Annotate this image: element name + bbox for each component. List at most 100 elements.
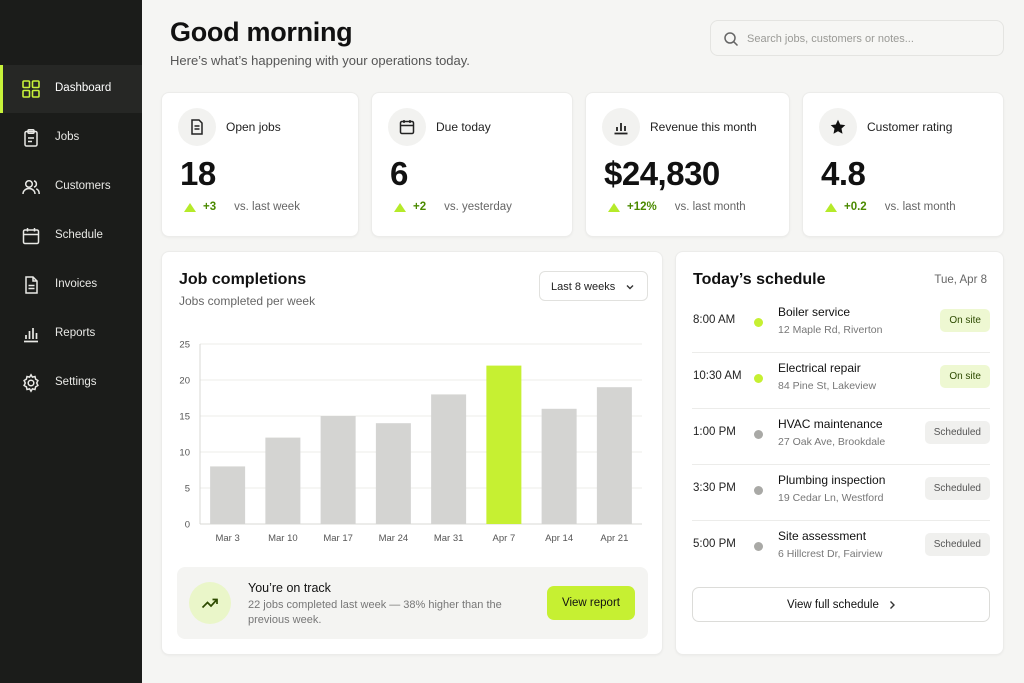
y-tick-label: 25 [179, 340, 190, 351]
on-track-title: You’re on track [248, 581, 331, 595]
schedule-time: 8:00 AM [693, 314, 736, 326]
stat-delta-value: +3 [203, 201, 217, 213]
job-completions-card: Job completions Jobs completed per week … [161, 251, 663, 655]
y-tick-label: 0 [185, 520, 190, 531]
sidebar-item-label: Jobs [55, 131, 80, 143]
status-badge: Scheduled [924, 533, 990, 556]
sidebar-item-label: Invoices [55, 278, 98, 290]
sidebar-item-label: Settings [55, 376, 97, 388]
search-icon [723, 31, 739, 47]
job-name: Site assessment [778, 529, 867, 543]
x-tick-label: Apr 21 [600, 533, 628, 544]
stat-delta: +12% vs. last month [608, 201, 746, 213]
chevron-right-icon [886, 599, 898, 611]
status-dot [754, 486, 763, 495]
schedule-item[interactable]: 8:00 AM Boiler service 12 Maple Rd, Rive… [692, 297, 990, 353]
stat-card-rating: Customer rating 4.8 +0.2 vs. last month [802, 92, 1004, 237]
status-badge: Scheduled [924, 421, 990, 444]
up-arrow-icon [184, 202, 196, 212]
grid-icon [21, 79, 41, 99]
search-bar[interactable] [710, 20, 1004, 56]
x-tick-label: Mar 10 [268, 533, 298, 544]
schedule-item[interactable]: 1:00 PM HVAC maintenance 27 Oak Ave, Bro… [692, 409, 990, 465]
sidebar-item-customers[interactable]: Customers [0, 163, 142, 211]
y-tick-label: 15 [179, 412, 190, 423]
stat-value: 6 [390, 155, 408, 192]
stat-delta-value: +0.2 [844, 201, 867, 213]
sidebar-item-dashboard[interactable]: Dashboard [0, 65, 142, 113]
stat-label: Revenue this month [650, 120, 757, 134]
sidebar: Dashboard Jobs Customers Schedule Invoic… [0, 0, 142, 683]
stat-delta-value: +2 [413, 201, 427, 213]
view-full-schedule-label: View full schedule [787, 599, 879, 611]
job-name: Electrical repair [778, 361, 861, 375]
status-badge: On site [940, 309, 990, 332]
bar [265, 437, 301, 524]
up-arrow-icon [608, 202, 620, 212]
users-icon [21, 177, 41, 197]
sidebar-item-jobs[interactable]: Jobs [0, 114, 142, 162]
bar-highlight [486, 365, 522, 524]
stat-card-open-jobs: Open jobs 18 +3 vs. last week [161, 92, 359, 237]
sidebar-item-settings[interactable]: Settings [0, 359, 142, 407]
stat-delta: +3 vs. last week [184, 201, 300, 213]
document-icon [178, 108, 216, 146]
x-tick-label: Mar 31 [434, 533, 464, 544]
schedule-time: 1:00 PM [693, 426, 736, 438]
sidebar-item-label: Dashboard [55, 82, 112, 94]
chart-title: Job completions [179, 271, 307, 288]
up-arrow-icon [825, 202, 837, 212]
status-dot [754, 542, 763, 551]
view-report-button[interactable]: View report [547, 586, 635, 620]
status-dot [754, 430, 763, 439]
stat-value: $24,830 [604, 155, 720, 192]
schedule-item[interactable]: 3:30 PM Plumbing inspection 19 Cedar Ln,… [692, 465, 990, 521]
y-tick-label: 20 [179, 376, 190, 387]
star-icon [819, 108, 857, 146]
schedule-time: 3:30 PM [693, 482, 736, 494]
job-name: Boiler service [778, 305, 851, 319]
date-range-label: Last 8 weeks [551, 281, 616, 293]
stat-compare: vs. last week [234, 201, 300, 213]
sidebar-item-schedule[interactable]: Schedule [0, 212, 142, 260]
date-range-select[interactable]: Last 8 weeks [539, 271, 648, 301]
up-arrow-icon [394, 202, 406, 212]
sidebar-item-invoices[interactable]: Invoices [0, 261, 142, 309]
status-badge: Scheduled [924, 477, 990, 500]
stat-label: Customer rating [867, 120, 953, 134]
stat-label: Due today [436, 120, 491, 134]
schedule-item[interactable]: 5:00 PM Site assessment 6 Hillcrest Dr, … [692, 521, 990, 577]
sidebar-item-reports[interactable]: Reports [0, 310, 142, 358]
job-name: Plumbing inspection [778, 473, 886, 487]
stat-delta-value: +12% [627, 201, 657, 213]
y-tick-label: 10 [179, 448, 190, 459]
view-full-schedule-button[interactable]: View full schedule [692, 587, 990, 622]
sidebar-item-label: Customers [55, 180, 111, 192]
bar-chart-icon [602, 108, 640, 146]
bar [541, 408, 577, 524]
x-tick-label: Mar 3 [215, 533, 239, 544]
stat-card-due-today: Due today 6 +2 vs. yesterday [371, 92, 573, 237]
clipboard-icon [21, 128, 41, 148]
schedule-item[interactable]: 10:30 AM Electrical repair 84 Pine St, L… [692, 353, 990, 409]
chevron-down-icon [624, 281, 636, 293]
job-address: 27 Oak Ave, Brookdale [778, 436, 886, 448]
stat-compare: vs. last month [884, 201, 956, 213]
status-dot [754, 318, 763, 327]
bar [431, 394, 467, 524]
status-badge: On site [940, 365, 990, 388]
page-title: Good morning [170, 17, 353, 47]
job-address: 84 Pine St, Lakeview [778, 380, 877, 392]
stat-label: Open jobs [226, 120, 281, 134]
calendar-icon [388, 108, 426, 146]
schedule-title: Today’s schedule [693, 271, 826, 288]
search-input[interactable] [747, 29, 993, 49]
schedule-time: 10:30 AM [693, 370, 742, 382]
stat-compare: vs. yesterday [444, 201, 512, 213]
stat-card-revenue: Revenue this month $24,830 +12% vs. last… [585, 92, 790, 237]
stat-value: 4.8 [821, 155, 866, 192]
stat-compare: vs. last month [674, 201, 746, 213]
stat-value: 18 [180, 155, 216, 192]
job-address: 19 Cedar Ln, Westford [778, 492, 884, 504]
sidebar-item-label: Schedule [55, 229, 103, 241]
